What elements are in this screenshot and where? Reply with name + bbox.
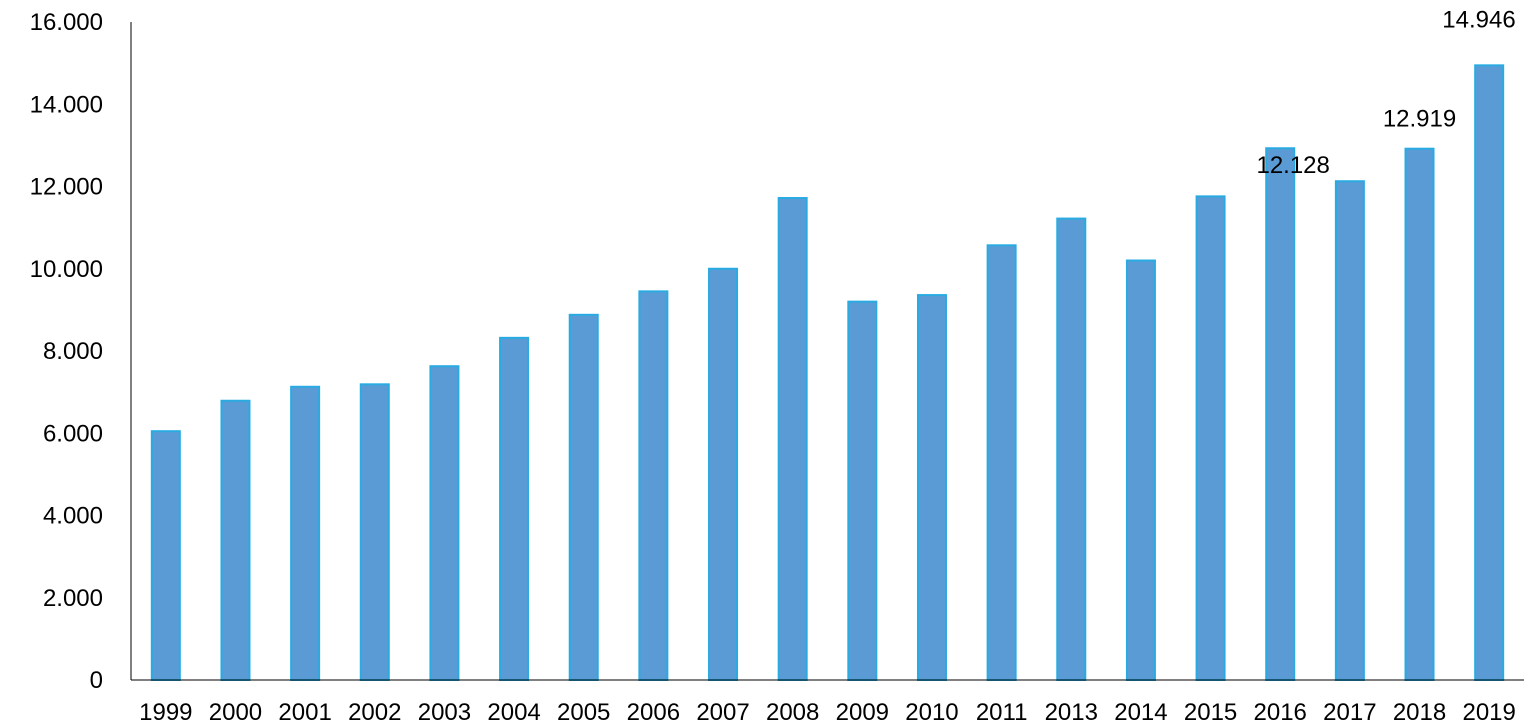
bar-2008 bbox=[777, 197, 808, 681]
x-tick-label: 2010 bbox=[905, 699, 958, 726]
bar-2002 bbox=[359, 383, 390, 681]
bar-2014 bbox=[1125, 259, 1156, 681]
x-tick-label: 2004 bbox=[487, 699, 540, 726]
y-tick-label: 4.000 bbox=[43, 503, 103, 530]
x-tick-label: 2008 bbox=[766, 699, 819, 726]
bar-2000 bbox=[220, 399, 251, 681]
bar-2013 bbox=[1056, 217, 1087, 681]
bar-2004 bbox=[499, 336, 530, 681]
y-tick-label: 6.000 bbox=[43, 420, 103, 447]
x-tick-label: 2006 bbox=[627, 699, 680, 726]
x-tick-label: 2002 bbox=[348, 699, 401, 726]
data-labels: 12.128 12.919 14.946 bbox=[1256, 6, 1515, 179]
bar-2003 bbox=[429, 365, 460, 681]
y-tick-label: 14.000 bbox=[30, 91, 103, 118]
x-tick-label: 2001 bbox=[278, 699, 331, 726]
x-tick-label: 2009 bbox=[836, 699, 889, 726]
x-tick-label: 2003 bbox=[418, 699, 471, 726]
bar-2007 bbox=[708, 267, 739, 681]
bar-2015 bbox=[1195, 195, 1226, 681]
x-axis: 1999 2000 2001 2002 2003 2004 2005 2006 2007 2008… bbox=[131, 679, 1524, 726]
y-tick-label: 0 bbox=[90, 667, 103, 694]
x-tick-label: 2015 bbox=[1184, 699, 1237, 726]
y-axis: 0 2.000 4.000 6.000 8.000 10.000 12.000 14.000 1… bbox=[30, 9, 132, 694]
x-tick-label: 2019 bbox=[1462, 699, 1515, 726]
bar-2001 bbox=[290, 385, 321, 681]
bar-2006 bbox=[638, 290, 669, 681]
x-tick-label: 2000 bbox=[209, 699, 262, 726]
bar-2005 bbox=[568, 313, 599, 681]
y-tick-label: 16.000 bbox=[30, 9, 103, 36]
data-label-2017: 12.128 bbox=[1256, 152, 1329, 179]
x-tick-label: 1999 bbox=[139, 699, 192, 726]
x-tick-label: 2013 bbox=[1045, 699, 1098, 726]
data-label-2018: 12.919 bbox=[1383, 106, 1456, 133]
bar-2017 bbox=[1334, 180, 1365, 681]
y-tick-label: 10.000 bbox=[30, 256, 103, 283]
x-tick-label: 2005 bbox=[557, 699, 610, 726]
x-tick-label: 2017 bbox=[1323, 699, 1376, 726]
y-tick-label: 8.000 bbox=[43, 338, 103, 365]
y-tick-label: 2.000 bbox=[43, 585, 103, 612]
bar-2018 bbox=[1404, 147, 1435, 682]
x-tick-label: 2007 bbox=[696, 699, 749, 726]
bar-2016 bbox=[1265, 147, 1296, 682]
bar-2019 bbox=[1474, 64, 1505, 681]
bar-1999 bbox=[150, 430, 181, 681]
bar-2010 bbox=[916, 294, 947, 681]
bar-2011 bbox=[986, 244, 1017, 681]
bar-2009 bbox=[847, 300, 878, 681]
y-tick-label: 12.000 bbox=[30, 174, 103, 201]
x-tick-label: 2016 bbox=[1254, 699, 1307, 726]
x-tick-label: 2014 bbox=[1114, 699, 1167, 726]
x-tick-label: 2011 bbox=[976, 699, 1028, 726]
data-label-2019: 14.946 bbox=[1442, 6, 1515, 33]
x-tick-label: 2018 bbox=[1393, 699, 1446, 726]
